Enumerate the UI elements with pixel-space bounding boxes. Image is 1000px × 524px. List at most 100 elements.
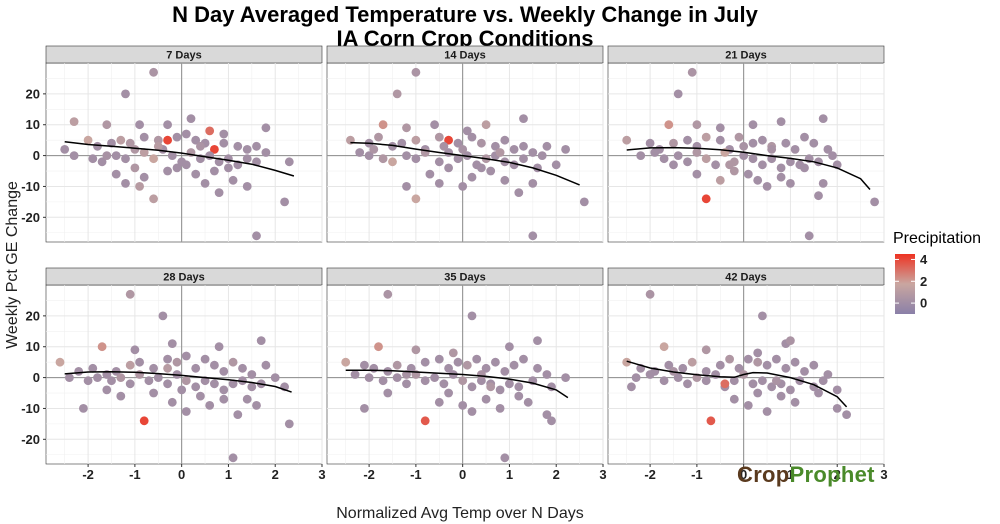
data-point bbox=[701, 194, 711, 204]
data-point bbox=[701, 376, 711, 386]
data-point bbox=[715, 360, 725, 370]
data-point bbox=[561, 145, 570, 154]
data-point bbox=[167, 339, 177, 348]
data-point bbox=[406, 363, 416, 373]
data-point bbox=[477, 376, 486, 386]
chart-title: N Day Averaged Temperature vs. Weekly Ch… bbox=[0, 3, 930, 51]
data-point bbox=[481, 363, 491, 373]
data-point bbox=[439, 379, 449, 389]
y-tick-label: 0 bbox=[33, 148, 40, 163]
data-point bbox=[69, 151, 79, 161]
data-point bbox=[125, 289, 135, 299]
data-point bbox=[753, 175, 763, 185]
data-point bbox=[533, 363, 542, 373]
data-point bbox=[729, 394, 739, 404]
data-point bbox=[378, 120, 388, 130]
data-point bbox=[434, 132, 444, 142]
data-point bbox=[111, 169, 121, 179]
data-point bbox=[462, 360, 472, 370]
x-tick-label: -2 bbox=[363, 467, 375, 482]
data-point bbox=[392, 373, 402, 382]
data-point bbox=[800, 367, 809, 376]
data-point bbox=[692, 120, 702, 130]
data-point bbox=[486, 382, 496, 392]
data-point bbox=[116, 373, 126, 382]
data-point bbox=[790, 357, 800, 367]
facet-strip-label: 7 Days bbox=[166, 50, 201, 62]
data-point bbox=[261, 148, 271, 157]
trend-line bbox=[350, 141, 580, 186]
data-point bbox=[191, 169, 201, 179]
data-point bbox=[247, 370, 257, 379]
panel-background bbox=[45, 62, 323, 243]
data-point bbox=[93, 373, 102, 382]
data-point bbox=[701, 154, 711, 164]
data-point bbox=[758, 376, 767, 386]
data-point bbox=[219, 138, 229, 148]
data-point bbox=[130, 145, 140, 154]
data-point bbox=[683, 379, 692, 389]
data-point bbox=[247, 382, 257, 392]
data-point bbox=[121, 89, 130, 99]
data-point bbox=[753, 357, 763, 367]
data-point bbox=[65, 373, 74, 382]
data-point bbox=[462, 126, 472, 136]
data-point bbox=[280, 197, 289, 207]
data-point bbox=[69, 117, 79, 126]
x-tick-label: 2 bbox=[553, 467, 560, 482]
data-point bbox=[551, 160, 561, 170]
data-point bbox=[434, 397, 444, 407]
data-point bbox=[818, 376, 828, 386]
data-point bbox=[107, 376, 116, 386]
data-point bbox=[814, 388, 823, 398]
data-point bbox=[420, 416, 430, 426]
data-point bbox=[102, 385, 112, 395]
data-point bbox=[153, 135, 163, 145]
data-point bbox=[729, 376, 739, 386]
data-point bbox=[256, 336, 266, 345]
data-point bbox=[214, 188, 224, 198]
data-point bbox=[102, 151, 112, 161]
data-point bbox=[458, 401, 468, 410]
data-point bbox=[818, 179, 828, 188]
data-point bbox=[636, 151, 646, 161]
data-point bbox=[687, 67, 697, 77]
x-tick-label: 1 bbox=[225, 467, 232, 482]
data-point bbox=[181, 407, 191, 416]
data-point bbox=[383, 388, 393, 398]
data-point bbox=[477, 138, 486, 148]
data-point bbox=[158, 311, 168, 321]
data-point bbox=[519, 141, 528, 151]
data-point bbox=[776, 163, 786, 173]
data-point bbox=[116, 135, 126, 145]
data-point bbox=[172, 163, 182, 173]
data-point bbox=[191, 382, 201, 392]
data-point bbox=[181, 376, 191, 386]
facet-strip bbox=[607, 45, 885, 64]
data-point bbox=[149, 67, 159, 77]
data-point bbox=[477, 163, 486, 173]
data-point bbox=[725, 354, 734, 364]
data-point bbox=[734, 363, 744, 373]
data-point bbox=[444, 163, 453, 173]
data-point bbox=[252, 401, 261, 410]
data-point bbox=[622, 135, 632, 145]
data-point bbox=[186, 114, 196, 123]
data-point bbox=[448, 348, 458, 358]
data-point bbox=[153, 373, 163, 382]
data-point bbox=[762, 360, 772, 370]
data-point bbox=[832, 385, 842, 395]
data-point bbox=[491, 357, 500, 367]
trend-line bbox=[64, 370, 292, 393]
legend-tick-label: 2 bbox=[920, 274, 927, 289]
data-point bbox=[434, 179, 444, 188]
data-point bbox=[402, 182, 411, 191]
data-point bbox=[823, 370, 833, 379]
data-point bbox=[210, 360, 219, 370]
data-point bbox=[242, 394, 252, 404]
data-point bbox=[233, 410, 243, 419]
data-point bbox=[411, 135, 421, 145]
data-point bbox=[776, 391, 786, 401]
data-point bbox=[758, 135, 767, 145]
data-point bbox=[219, 385, 229, 395]
